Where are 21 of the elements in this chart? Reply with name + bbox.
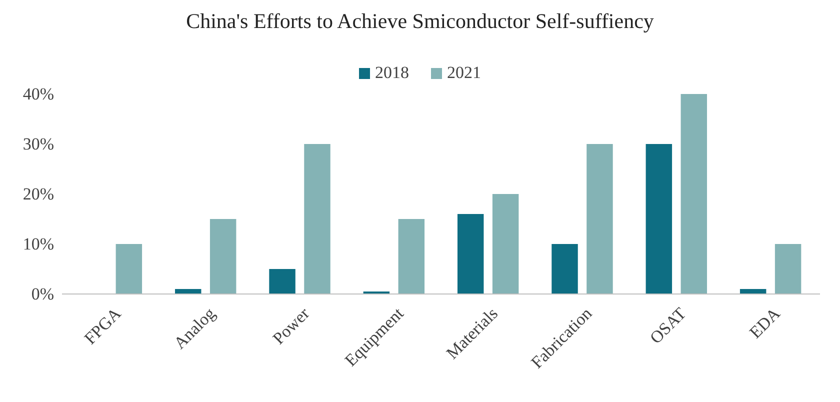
y-tick-label: 40% bbox=[22, 84, 54, 104]
y-tick-label: 30% bbox=[22, 134, 54, 154]
bar bbox=[210, 219, 236, 294]
y-tick-label: 20% bbox=[22, 184, 54, 204]
legend-label: 2021 bbox=[447, 63, 481, 82]
bar bbox=[680, 94, 708, 294]
bar bbox=[492, 194, 519, 294]
bar bbox=[269, 269, 296, 294]
bar bbox=[552, 244, 578, 294]
x-tick-label: EDA bbox=[746, 303, 784, 342]
bar bbox=[398, 219, 425, 294]
bar bbox=[304, 144, 330, 294]
y-tick-label: 10% bbox=[22, 234, 54, 254]
y-tick-label: 0% bbox=[31, 284, 54, 304]
bar bbox=[646, 144, 672, 294]
bar bbox=[457, 214, 484, 294]
chart-title: China's Efforts to Achieve Smiconductor Self-suffiency bbox=[186, 9, 654, 33]
bar bbox=[116, 244, 142, 294]
legend-label: 2018 bbox=[375, 63, 409, 82]
bar bbox=[586, 144, 613, 294]
bar bbox=[774, 244, 802, 294]
